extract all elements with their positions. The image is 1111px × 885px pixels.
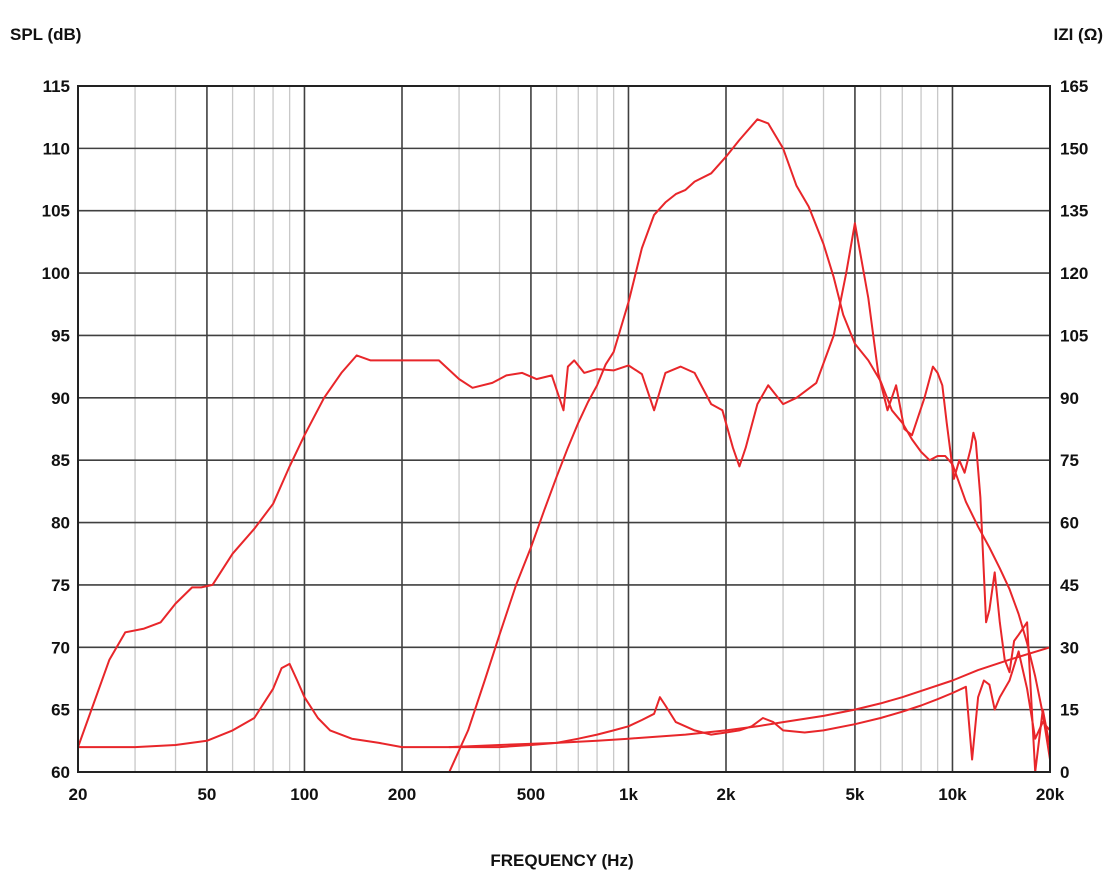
left-y-tick-label: 80 — [51, 514, 70, 533]
right-y-tick-label: 105 — [1060, 326, 1088, 345]
left-y-tick-label: 70 — [51, 638, 70, 657]
series-line-3 — [77, 650, 1051, 761]
x-axis-title: FREQUENCY (Hz) — [490, 851, 633, 870]
right-y-tick-labels: 0 15 30 45 60 75 90 105 120 135 150 165 — [1060, 77, 1088, 782]
x-tick-label: 20k — [1036, 785, 1065, 804]
right-y-tick-label: 45 — [1060, 576, 1079, 595]
x-tick-label: 1k — [619, 785, 638, 804]
left-y-tick-labels: 60 65 70 75 80 85 90 95 100 105 110 115 — [42, 77, 70, 782]
left-y-tick-label: 95 — [51, 326, 70, 345]
left-y-tick-label: 100 — [42, 264, 70, 283]
left-y-tick-label: 115 — [43, 77, 70, 96]
x-tick-label: 5k — [845, 785, 864, 804]
x-tick-label: 2k — [717, 785, 736, 804]
left-y-tick-label: 90 — [51, 389, 70, 408]
right-y-tick-label: 120 — [1060, 264, 1088, 283]
left-y-tick-label: 105 — [42, 202, 70, 221]
series-line-4 — [448, 646, 1051, 749]
right-y-tick-label: 90 — [1060, 389, 1079, 408]
y-axis-title-left: SPL (dB) — [10, 25, 81, 44]
right-y-tick-label: 150 — [1060, 139, 1088, 158]
x-tick-label: 100 — [290, 785, 318, 804]
right-y-tick-label: 15 — [1060, 701, 1079, 720]
x-tick-label: 10k — [938, 785, 967, 804]
x-tick-label: 200 — [388, 785, 416, 804]
right-y-tick-label: 75 — [1060, 451, 1079, 470]
series-line-2 — [448, 118, 1051, 773]
right-y-tick-label: 60 — [1060, 514, 1079, 533]
left-y-tick-label: 75 — [51, 576, 70, 595]
plot-frame — [77, 85, 1051, 773]
right-y-tick-label: 135 — [1060, 202, 1088, 221]
x-tick-label: 50 — [197, 785, 216, 804]
y-axis-title-right: IZI (Ω) — [1053, 25, 1103, 44]
left-y-tick-label: 110 — [43, 139, 70, 158]
right-y-tick-label: 0 — [1060, 763, 1069, 782]
right-y-tick-label: 165 — [1060, 77, 1088, 96]
left-y-tick-label: 85 — [51, 451, 70, 470]
series-line-1 — [77, 222, 1051, 773]
x-tick-labels: 20 50 100 200 500 1k 2k 5k 10k 20k — [69, 785, 1065, 804]
left-y-tick-label: 60 — [51, 763, 70, 782]
series-layer — [77, 118, 1051, 773]
left-y-tick-label: 65 — [51, 701, 70, 720]
x-tick-label: 500 — [517, 785, 545, 804]
right-y-tick-label: 30 — [1060, 638, 1079, 657]
x-tick-label: 20 — [69, 785, 88, 804]
